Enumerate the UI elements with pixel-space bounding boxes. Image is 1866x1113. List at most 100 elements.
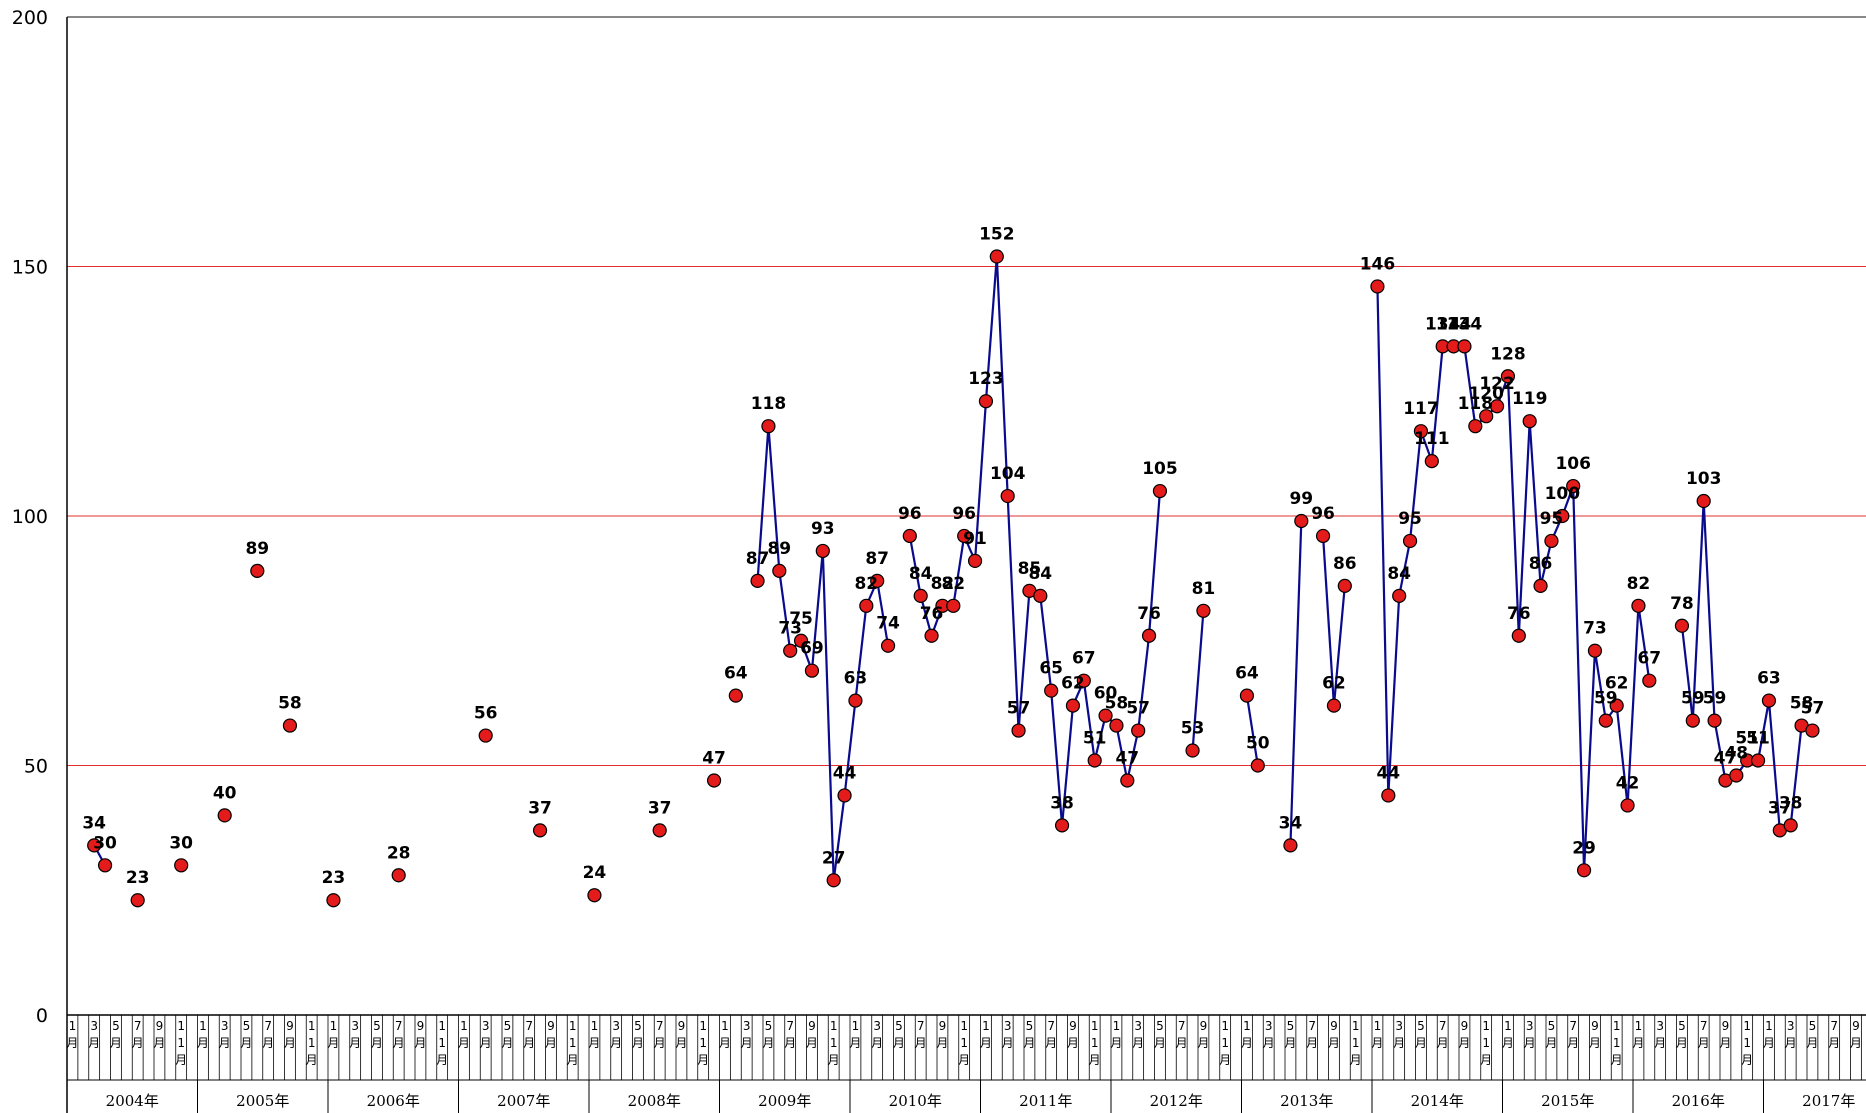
data-label: 103 (1686, 469, 1722, 489)
month-label: 月 (371, 1036, 383, 1050)
month-label: 月 (1110, 1036, 1122, 1050)
month-label: 月 (632, 1036, 644, 1050)
data-point (1805, 723, 1820, 738)
data-point (1479, 409, 1494, 424)
year-label: 2016年 (1672, 1092, 1725, 1110)
month-label: 1 (960, 1036, 968, 1050)
data-label: 73 (778, 619, 802, 639)
data-label: 82 (1627, 574, 1651, 594)
month-label: 月 (1415, 1036, 1427, 1050)
data-label: 59 (1681, 689, 1705, 709)
series-line-segment (1050, 690, 1064, 826)
data-point (1511, 628, 1526, 643)
data-label: 42 (1616, 773, 1640, 793)
series-line-segment (1017, 590, 1031, 731)
month-label: 1 (177, 1019, 185, 1033)
month-label: 1 (1113, 1019, 1121, 1033)
data-point (587, 888, 602, 903)
data-label: 63 (844, 669, 868, 689)
data-points (87, 249, 1820, 908)
data-point (1294, 513, 1309, 529)
series-line-segment (1756, 700, 1771, 761)
month-label: 7 (656, 1019, 664, 1033)
month-label: 5 (373, 1019, 381, 1033)
month-label: 1 (1091, 1036, 1099, 1050)
month-label: 5 (765, 1019, 773, 1033)
month-label: 7 (525, 1019, 533, 1033)
data-label: 44 (1376, 763, 1400, 783)
month-label: 1 (460, 1019, 468, 1033)
month-label: 1 (699, 1036, 707, 1050)
data-label: 118 (751, 394, 787, 414)
data-label: 134 (1447, 314, 1483, 334)
series-line-segment (1398, 540, 1412, 597)
data-label: 95 (1540, 509, 1564, 529)
axes (66, 16, 1866, 1113)
series-line-segment (1789, 725, 1803, 826)
data-point (750, 573, 765, 588)
y-tick-label-200: 200 (12, 7, 48, 29)
data-point (391, 868, 406, 883)
data-point (1761, 693, 1777, 708)
month-label: 3 (743, 1019, 751, 1033)
series-line-segment (778, 570, 792, 651)
data-point (1696, 493, 1711, 509)
data-label: 96 (952, 504, 976, 524)
series-line-segment (821, 550, 835, 881)
data-label: 30 (93, 833, 117, 853)
month-label: 月 (1350, 1053, 1362, 1067)
series-line-segment (1463, 346, 1477, 427)
series-line-segment (1408, 431, 1423, 542)
data-point (1750, 753, 1766, 768)
month-label: 月 (132, 1036, 144, 1050)
year-label: 2004年 (106, 1092, 159, 1110)
month-label: 月 (915, 1036, 927, 1050)
month-label: 7 (1700, 1019, 1708, 1033)
month-label: 7 (1830, 1019, 1838, 1033)
month-label: 月 (980, 1036, 992, 1050)
data-point (532, 823, 548, 838)
series-line-segment (1713, 720, 1727, 781)
month-label: 月 (849, 1036, 861, 1050)
month-label: 1 (699, 1019, 707, 1033)
series-line-segment (1039, 595, 1053, 691)
series-line-segment (973, 401, 988, 561)
data-point (1413, 424, 1429, 439)
data-point (1054, 818, 1070, 833)
month-label: 月 (893, 1036, 905, 1050)
data-point (1685, 713, 1700, 728)
data-point (478, 728, 493, 743)
month-label: 1 (438, 1036, 446, 1050)
month-label: 5 (1026, 1019, 1034, 1033)
data-point (1587, 643, 1603, 658)
y-tick-label-150: 150 (12, 257, 48, 279)
data-label: 51 (1735, 729, 1759, 749)
data-label: 87 (865, 549, 889, 569)
series-line-segment (1615, 705, 1629, 806)
month-label: 月 (762, 1036, 774, 1050)
month-label: 7 (395, 1019, 403, 1033)
data-point (1555, 508, 1570, 524)
series-line-segment (1767, 700, 1781, 831)
year-label: 2014年 (1411, 1092, 1464, 1110)
month-label: 9 (1722, 1019, 1730, 1033)
month-label: 月 (1502, 1036, 1514, 1050)
series-line-segment (1126, 730, 1140, 781)
month-label: 月 (1045, 1036, 1057, 1050)
month-label: 7 (786, 1019, 794, 1033)
series-line-segment (843, 700, 857, 796)
data-point (826, 873, 841, 888)
series-line-segment (1517, 421, 1531, 636)
data-point (1631, 598, 1646, 613)
data-point (1000, 488, 1015, 504)
data-label: 37 (1768, 798, 1792, 818)
series-line-segment (1430, 346, 1444, 462)
data-point (1544, 533, 1559, 549)
month-label: 月 (871, 1036, 883, 1050)
series-line-segment (1702, 500, 1716, 721)
month-label: 9 (1461, 1019, 1469, 1033)
x-axis-tick-labels: 1月3月5月7月9月11月2004年1月3月5月7月9月11月2005年1月3月… (66, 1019, 1862, 1110)
data-point (1250, 758, 1265, 773)
data-label: 134 (1425, 314, 1461, 334)
month-label: 3 (1265, 1019, 1273, 1033)
